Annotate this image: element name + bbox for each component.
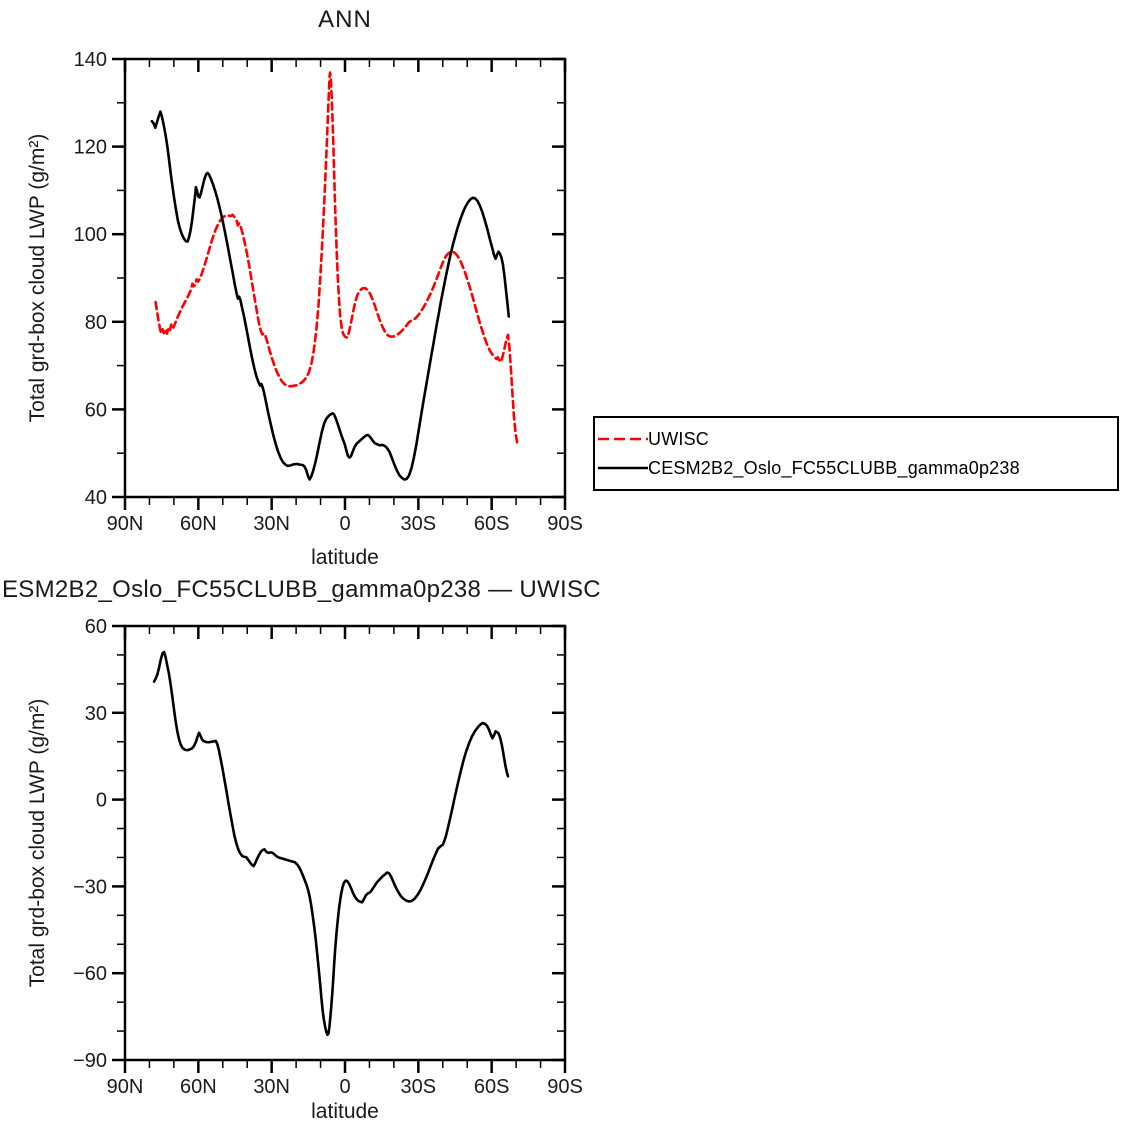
legend-label-uwisc: UWISC [648,428,709,449]
x-tick-label: 60S [474,513,510,535]
x-tick-label: 0 [339,1076,350,1098]
x-tick-label: 90S [547,513,583,535]
x-tick-label: 30N [253,513,290,535]
x-tick-label: 90N [107,1076,144,1098]
y-tick-label: 60 [85,616,107,638]
x-tick-label: 30N [253,1076,290,1098]
plot-border [123,624,567,1062]
legend-label-model: CESM2B2_Oslo_FC55CLUBB_gamma0p238 [648,457,1020,478]
legend: UWISC CESM2B2_Oslo_FC55CLUBB_gamma0p238 [593,416,1119,491]
series-line-uwisc [154,71,519,444]
y-tick-label: 30 [85,703,107,725]
x-tick-label: 0 [339,513,350,535]
x-tick-label: 90S [547,1076,583,1098]
x-tick-label: 60N [180,1076,217,1098]
y-tick-label: 120 [74,137,107,159]
top-x-axis-label: latitude [311,546,379,569]
model-solid-line-icon [598,466,648,470]
bottom-x-axis-label: latitude [311,1100,379,1123]
y-tick-label: 60 [85,399,107,421]
y-tick-label: 0 [96,790,107,812]
x-tick-label: 30S [401,1076,437,1098]
y-tick-label: 80 [85,312,107,334]
x-tick-label: 60S [474,1076,510,1098]
y-tick-label: 40 [85,487,107,509]
legend-entry-uwisc: UWISC [595,429,1117,449]
plot-border [123,57,567,499]
bottom-chart-title: ESM2B2_Oslo_FC55CLUBB_gamma0p238 — UWISC [2,576,601,603]
top-y-axis-label: Total grd-box cloud LWP (g/m²) [26,133,49,423]
bottom-y-axis-label: Total grd-box cloud LWP (g/m²) [26,698,49,988]
series-line-chart1-0 [152,650,510,1037]
x-tick-label: 30S [401,513,437,535]
y-tick-label: 140 [74,49,107,71]
x-tick-label: 90N [107,513,144,535]
y-tick-label: 100 [74,224,107,246]
y-tick-label: −30 [73,876,107,898]
y-tick-label: −90 [73,1050,107,1072]
y-tick-label: −60 [73,963,107,985]
uwisc-dashed-line-icon [598,437,648,441]
x-tick-label: 60N [180,513,217,535]
top-chart-title: ANN [318,6,372,33]
series-line-cesm2b2-oslo-fc55clubb-gamma0p238 [150,110,511,481]
legend-entry-model: CESM2B2_Oslo_FC55CLUBB_gamma0p238 [595,458,1117,478]
